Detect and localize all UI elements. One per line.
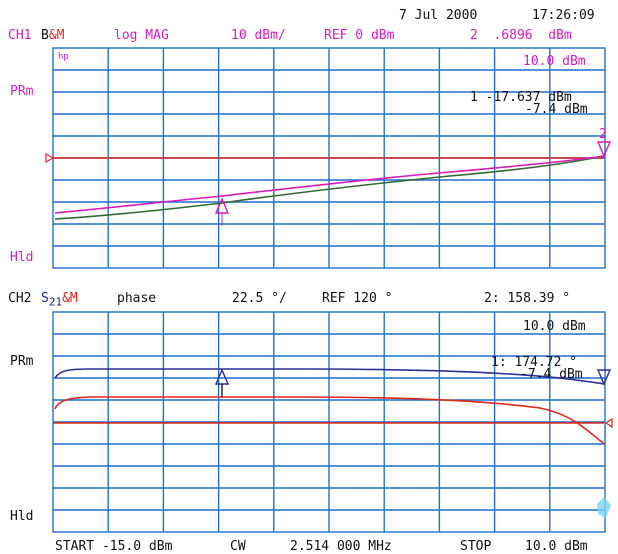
ch2-red-trace (54, 396, 605, 445)
footer-freq: 2.514 000 MHz (290, 539, 392, 554)
ch1-marker-2[interactable] (596, 141, 612, 158)
footer-stop-value: 10.0 dBm (525, 539, 588, 554)
date-readout: 7 Jul 2000 (399, 8, 478, 23)
ch1-scale: 10 dBm/ (231, 28, 286, 43)
ch2-pr-label: PRm (10, 354, 34, 369)
ch1-magenta-trace (54, 155, 605, 214)
ch1-marker-value: 2 .6896 dBm (470, 28, 572, 43)
ch1-meas: B&M (41, 28, 65, 43)
ch2-right-ref-marker (604, 417, 613, 429)
ch1-hp-tag: hp (58, 52, 69, 62)
footer-cw: CW (230, 539, 246, 554)
ch1-marker-readout-1: 1 -17.637 dBm (470, 90, 572, 105)
ch2-hld-label: Hld (10, 509, 34, 524)
ch1-ref: REF 0 dBm (324, 28, 395, 43)
time-readout: 17:26:09 (532, 8, 595, 23)
ch2-top-right-value: 10.0 dBm (523, 319, 586, 334)
ch1-left-ref-marker (45, 152, 55, 164)
footer-stop: STOP (460, 539, 492, 554)
ch2-marker-readout-1: 1: 174.72 ° (491, 355, 578, 370)
ch1-green-trace (54, 155, 605, 220)
ch1-label: CH1 (8, 28, 32, 43)
ch2-scale: 22.5 °/ (232, 291, 287, 306)
ch2-marker-readout-2: -7.4 dBm (520, 367, 583, 382)
ch2-label: CH2 (8, 291, 32, 306)
ch1-hld-label: Hld (10, 250, 34, 265)
ch1-format: log MAG (114, 28, 169, 43)
footer-start: START -15.0 dBm (55, 539, 173, 554)
corner-cyan-blob (597, 497, 611, 518)
ch2-graticule (52, 311, 606, 533)
ch1-marker-2-label: 2 (599, 127, 607, 142)
ch2-marker-1[interactable] (214, 368, 230, 385)
ch2-meas: S21&M (41, 291, 78, 309)
ch2-marker-value: 2: 158.39 ° (484, 291, 571, 306)
ch2-ref: REF 120 ° (322, 291, 393, 306)
ch1-marker-readout-2: -7.4 dBm (525, 102, 588, 117)
ch2-navy-trace (54, 368, 605, 385)
ch1-pr-label: PRm (10, 84, 34, 99)
ch2-format: phase (117, 291, 157, 306)
ch2-marker-2[interactable] (596, 369, 612, 386)
ch1-top-right-value: 10.0 dBm (523, 54, 586, 69)
ch1-marker-1[interactable] (214, 197, 230, 214)
